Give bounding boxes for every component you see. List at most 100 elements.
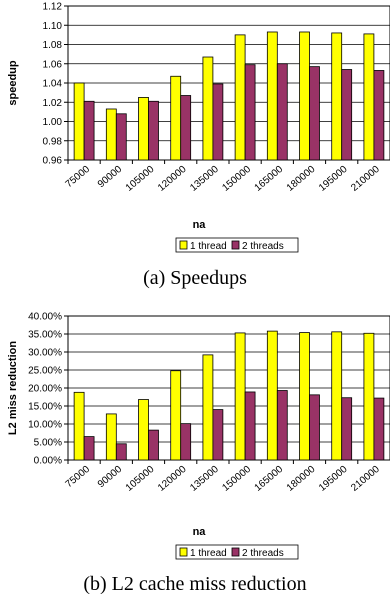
legend-label: 1 thread [190,548,227,559]
bar-1-thread-150000 [234,332,246,461]
chart-b-bars [73,330,385,461]
y-tick-label: 0.96 [43,156,63,167]
bar-2-threads-210000 [373,70,385,161]
bar-2-threads-105000 [148,100,159,161]
chart-b-y-axis-label: L2 miss reduction [7,341,19,435]
bar-2-threads-195000 [341,69,353,161]
bar-1-thread-135000 [202,56,214,161]
y-tick-label: 1.02 [43,98,63,109]
bar-2-threads-165000 [276,390,288,461]
x-tick-label: 165000 [253,164,286,194]
bar-1-thread-180000 [299,332,310,461]
y-tick-label: 10.00% [28,420,62,431]
y-tick-label: 1.00 [43,117,63,128]
bar-2-threads-150000 [244,391,256,461]
bar-2-threads-75000 [83,100,95,161]
bar-2-threads-135000 [212,409,224,461]
x-tick-label: 135000 [188,464,221,494]
bar-2-threads-210000 [373,397,385,461]
y-tick-label: 1.06 [43,59,63,70]
bar-2-threads-180000 [309,66,320,161]
x-tick-label: 150000 [220,164,253,194]
bar-1-thread-120000 [170,75,182,161]
bar-1-thread-150000 [234,34,246,161]
bar-1-thread-135000 [202,354,214,461]
bar-2-threads-75000 [83,436,95,461]
chart-l2-miss-reduction: 0.00% 5.00% 10.00% 15.00% 20.00% 25.00% 30.00%… [7,312,390,594]
x-tick-label: 75000 [64,464,93,491]
bar-1-thread-210000 [363,332,375,461]
chart-b-legend: 1 thread 2 threads [175,544,299,560]
legend-swatch [231,240,240,250]
bar-1-thread-165000 [266,330,278,461]
y-tick-label: 20.00% [28,384,62,395]
bar-2-threads-120000 [180,95,192,161]
x-tick-label: 210000 [349,464,382,494]
y-tick-label: 0.00% [34,456,62,467]
x-tick-label: 210000 [349,164,382,194]
x-tick-label: 135000 [188,164,221,194]
chart-a-y-axis-label: speedup [7,60,19,106]
chart-b-x-axis-label: na [193,526,207,538]
chart-a-y-ticks: 0.96 0.98 1.00 1.02 1.04 1.06 1.08 1.10 1.12 [43,2,68,167]
chart-a-x-axis-label: na [193,219,207,231]
bar-2-threads-90000 [115,443,127,461]
chart-b-x-ticks: 75000 90000 105000 120000 135000 150000 165000… [64,460,382,494]
y-tick-label: 30.00% [28,348,62,359]
bar-1-thread-105000 [138,97,149,161]
chart-a-bars [73,31,385,161]
bar-2-threads-120000 [180,423,192,461]
y-tick-label: 35.00% [28,330,62,341]
bar-2-threads-150000 [244,64,256,161]
bar-1-thread-75000 [73,82,85,161]
chart-speedups: 0.96 0.98 1.00 1.02 1.04 1.06 1.08 1.10 1.12 750… [7,2,390,289]
y-tick-label: 1.10 [43,21,63,32]
x-tick-label: 195000 [317,164,350,194]
bar-2-threads-90000 [115,113,127,161]
y-tick-label: 0.98 [43,136,63,147]
x-tick-label: 165000 [253,464,286,494]
legend-label: 2 threads [242,548,284,559]
bar-1-thread-105000 [138,399,149,461]
x-tick-label: 120000 [156,164,189,194]
x-tick-label: 195000 [317,464,350,494]
bar-1-thread-120000 [170,370,182,461]
x-tick-label: 150000 [220,464,253,494]
bar-2-threads-165000 [276,63,288,161]
bar-1-thread-180000 [299,31,310,161]
x-tick-label: 90000 [96,164,125,191]
bar-1-thread-195000 [331,331,343,461]
chart-a-legend: 1 thread 2 threads [175,237,299,253]
legend-swatch [179,547,188,557]
chart-b-y-ticks: 0.00% 5.00% 10.00% 15.00% 20.00% 25.00% 30.00%… [28,312,68,467]
bar-1-thread-195000 [331,32,343,161]
bar-1-thread-90000 [105,413,117,461]
chart-a-caption: (a) Speedups [143,267,247,289]
bar-1-thread-165000 [266,31,278,161]
x-tick-label: 180000 [285,164,318,194]
y-tick-label: 1.04 [43,79,63,90]
bar-2-threads-180000 [309,394,320,461]
y-tick-label: 25.00% [28,366,62,377]
x-tick-label: 180000 [285,464,318,494]
y-tick-label: 40.00% [28,312,62,323]
y-tick-label: 5.00% [34,438,62,449]
bar-2-threads-135000 [212,83,224,161]
bar-2-threads-195000 [341,397,353,461]
y-tick-label: 1.12 [43,2,63,13]
y-tick-label: 15.00% [28,402,62,413]
bar-1-thread-75000 [73,391,85,461]
bar-1-thread-210000 [363,33,375,161]
legend-swatch [179,240,188,250]
chart-b-caption: (b) L2 cache miss reduction [83,573,306,594]
x-tick-label: 120000 [156,464,189,494]
bar-1-thread-90000 [105,108,117,161]
bar-2-threads-105000 [148,429,159,461]
legend-label: 2 threads [242,241,284,252]
legend-swatch [231,547,240,557]
legend-label: 1 thread [190,241,227,252]
x-tick-label: 90000 [96,464,125,491]
chart-a-x-ticks: 75000 90000 105000 120000 135000 150000 165000… [64,160,382,194]
y-tick-label: 1.08 [43,40,63,51]
